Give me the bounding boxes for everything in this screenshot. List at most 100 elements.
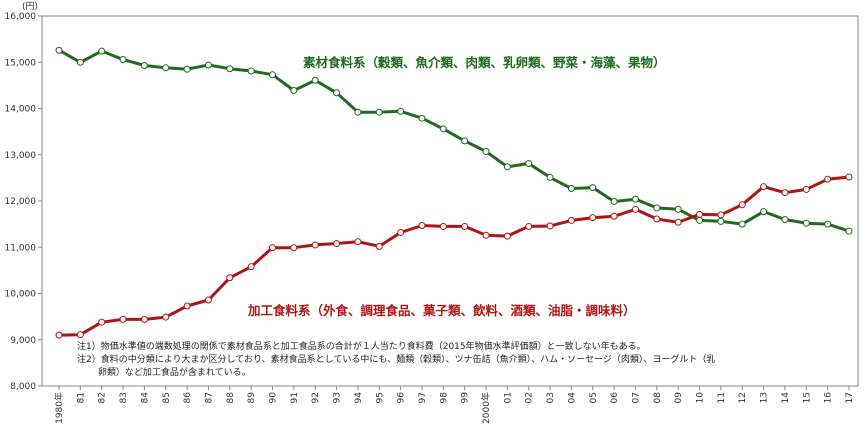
data-point <box>162 313 170 321</box>
x-tick-label: 90 <box>269 392 279 404</box>
data-point <box>247 263 255 271</box>
data-point <box>738 201 746 209</box>
data-point <box>781 216 789 223</box>
data-point <box>269 71 277 79</box>
data-point <box>76 58 84 66</box>
data-point <box>824 220 832 228</box>
y-tick-label: 10,000 <box>5 290 37 300</box>
data-point <box>354 108 362 116</box>
x-tick-label: 82 <box>98 392 108 403</box>
data-point <box>503 232 511 240</box>
data-point <box>418 114 426 122</box>
x-tick-label: 92 <box>311 392 321 403</box>
data-point <box>439 125 447 133</box>
x-tick-label: 84 <box>140 392 150 404</box>
data-point <box>482 231 490 239</box>
data-point <box>397 107 405 115</box>
data-point <box>311 241 319 249</box>
y-axis-tick-labels: 8,000 9,000 10,000 11,000 12,000 13,000 14,000… <box>5 12 37 392</box>
x-tick-label: 85 <box>162 392 172 403</box>
x-tick-label: 88 <box>226 392 236 404</box>
x-tick-label: 83 <box>119 392 129 403</box>
x-tick-label: 93 <box>333 392 343 403</box>
data-point <box>610 197 618 205</box>
data-point <box>226 65 234 73</box>
data-point <box>653 204 661 212</box>
x-tick-label: 03 <box>546 392 556 403</box>
data-point <box>589 214 597 222</box>
x-tick-label: 99 <box>461 392 471 404</box>
plot-area-border <box>41 15 859 387</box>
data-point <box>162 64 170 72</box>
data-point <box>525 160 533 168</box>
data-point <box>119 55 127 63</box>
data-point <box>55 46 63 54</box>
data-point <box>418 222 426 230</box>
data-point <box>140 61 148 69</box>
data-point <box>375 242 383 250</box>
data-point <box>589 184 597 192</box>
data-point <box>354 238 362 246</box>
x-tick-label: 05 <box>589 392 599 403</box>
x-tick-label: 15 <box>802 392 812 403</box>
series-lines <box>58 48 850 337</box>
data-point <box>204 296 212 304</box>
x-tick-label: 89 <box>247 392 257 404</box>
data-point <box>461 137 469 145</box>
x-tick-label: 07 <box>631 392 641 403</box>
data-point <box>503 163 511 171</box>
data-point <box>311 76 319 84</box>
data-point <box>269 244 277 252</box>
x-tick-label: 98 <box>439 392 449 404</box>
x-tick-label: 10 <box>696 392 706 404</box>
data-point <box>631 205 639 213</box>
x-tick-label: 12 <box>738 392 748 403</box>
data-point <box>482 148 490 156</box>
y-tick-label: 11,000 <box>5 243 37 253</box>
x-tick-label: 86 <box>183 392 193 404</box>
y-axis-unit: (円) <box>22 1 38 12</box>
data-point <box>781 189 789 197</box>
x-tick-label: 04 <box>567 392 577 404</box>
data-point <box>610 212 618 220</box>
y-tick-label: 15,000 <box>5 58 37 68</box>
note-2: 注2）食料の中分類により大まか区分しており、素材食品系としている中にも、麺類（穀… <box>77 355 716 365</box>
x-tick-label: 16 <box>824 392 834 404</box>
data-point <box>290 86 298 94</box>
series-line-1 <box>58 175 850 337</box>
x-tick-label: 81 <box>76 392 86 403</box>
data-point <box>824 175 832 183</box>
x-tick-label: 11 <box>717 392 727 403</box>
data-point <box>55 331 63 339</box>
data-point <box>183 65 191 73</box>
data-point <box>290 244 298 252</box>
y-tick-label: 8,000 <box>10 382 36 392</box>
x-tick-label: 08 <box>653 392 663 404</box>
x-tick-label: 2000年 <box>480 392 492 424</box>
data-point <box>439 222 447 230</box>
data-point <box>717 217 725 225</box>
data-point <box>204 61 212 69</box>
data-point <box>119 315 127 323</box>
x-tick-label: 14 <box>781 392 791 404</box>
y-tick-label: 12,000 <box>5 197 37 207</box>
data-point <box>845 227 853 235</box>
note-2-continued: 卵類）など加工食品が含まれている。 <box>77 368 251 378</box>
data-point <box>567 185 575 193</box>
data-point <box>674 205 682 213</box>
data-point <box>631 195 639 203</box>
x-tick-label: 13 <box>760 392 770 403</box>
data-point <box>397 228 405 236</box>
data-point <box>738 220 746 228</box>
note-1: 注1）物価水準値の端数処理の関係で素材食品系と加工食品系の合計が１人当たり食料費… <box>77 342 646 352</box>
x-tick-label: 91 <box>290 392 300 403</box>
x-tick-label: 94 <box>354 392 364 404</box>
data-point <box>375 108 383 116</box>
series-label-raw-foods: 素材食料系（穀類、魚介類、肉類、乳卵類、野菜・海藻、果物） <box>303 55 666 70</box>
data-point <box>674 218 682 226</box>
data-point <box>760 183 768 191</box>
data-point <box>247 67 255 75</box>
x-tick-label: 96 <box>397 392 407 404</box>
data-point <box>183 302 191 310</box>
